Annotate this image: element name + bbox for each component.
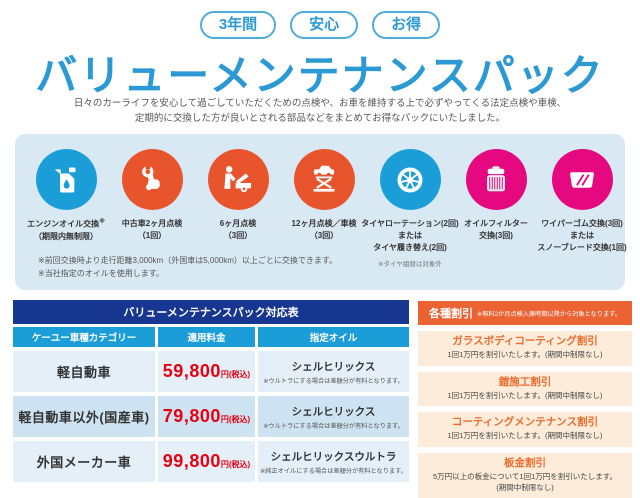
category-cell: 軽自動車以外(国産車): [18, 410, 150, 425]
oil-note: ※ウルトラにする場合は差額分が有料となります。: [263, 377, 404, 385]
service-label-line: または: [570, 231, 594, 240]
oil-filter-icon: [465, 149, 527, 210]
page-subtitle: 日々のカーライフを安心して過ごしていただくための点検や、お車を維持する上で必ずや…: [0, 96, 640, 126]
price-cell: 59,800円(税込): [162, 361, 251, 381]
service-label-line: オイルフィルター: [464, 219, 528, 228]
discount-item-coating-maintenance: コーティングメンテナンス割引 1回1万円を割引いたします。(期間中制限なし): [418, 412, 632, 447]
subtitle-line2: 定期的に交換した方が良いとされる部品などをまとめてお得なパックにいたしました。: [134, 113, 506, 125]
page-title: バリューメンテナンスパック: [35, 52, 605, 99]
service-label-line: タイヤローテーション(2回): [361, 219, 459, 228]
footnote-oil-brand: ※当社指定のオイルを使用します。: [38, 269, 164, 279]
service-tire-rotation: タイヤローテーション(2回) または タイヤ履き替え(2回) ※タイヤ組替は対象…: [361, 149, 459, 268]
service-engine-oil: エンジンオイル交換※ （期限内無制限）: [23, 149, 109, 268]
price-cell: 79,800円(税込): [162, 406, 251, 426]
discounts-header-note: ※無料2か月点検入庫時期以降から対象となります。: [477, 310, 621, 318]
footnote-oil-distance: ※前回交換時より走行距離3,000km（外国車は5,000km）以上ごとに交換で…: [38, 256, 338, 266]
service-label-line: タイヤ履き替え(2回): [373, 243, 447, 252]
services-row: エンジンオイル交換※ （期限内無制限） 中古車2ヶ月点検 （1回）: [15, 134, 627, 268]
oil-can-icon: [35, 149, 97, 210]
price-cell: 99,800円(税込): [162, 451, 251, 471]
service-label-line: 6ヶ月点検: [219, 219, 257, 228]
tire-note: ※タイヤ組替は対象外: [378, 261, 442, 268]
service-label-line: 12ヶ月点検／車検: [291, 219, 357, 228]
oil-name: シェルヒリックス: [291, 405, 376, 418]
service-wiper: ワイパーゴム交換(3回) または スノーブレード交換(1回): [537, 149, 627, 268]
service-oil-filter: オイルフィルター 交換(3回): [453, 149, 539, 268]
column-header-oil: 指定オイル: [258, 327, 409, 347]
category-cell: 軽自動車: [56, 365, 111, 380]
discounts-header: 各種割引 ※無料2か月点検入庫時期以降から対象となります。: [418, 301, 632, 325]
discounts-panel: 各種割引 ※無料2か月点検入庫時期以降から対象となります。 ガラスボディコーティ…: [418, 301, 632, 498]
wiper-blade-icon: [551, 149, 613, 210]
oil-name: シェルヒリックス: [291, 360, 376, 373]
service-label-line: （3回）: [309, 231, 339, 240]
service-label-line: 中古車2ヶ月点検: [121, 219, 183, 228]
service-label-line: （3回）: [223, 231, 253, 240]
discount-item-glass-coating: ガラスボディコーティング割引 1回1万円を割引いたします。(期間中制限なし): [418, 331, 632, 366]
badge-3years: 3年間: [199, 11, 277, 39]
service-6month-inspection: 6ヶ月点検 （3回）: [195, 149, 281, 268]
band-footnotes: ※前回交換時より走行距離3,000km（外国車は5,000km）以上ごとに交換で…: [38, 255, 337, 281]
oil-note: ※純正オイルにする場合は差額分が有料となります。: [260, 467, 407, 475]
oil-name: シェルヒリックスウルトラ: [270, 450, 397, 463]
wrench-hand-icon: [121, 149, 183, 210]
table-row: 軽自動車 59,800円(税込) シェルヒリックス ※ウルトラにする場合は差額分…: [13, 351, 409, 392]
column-header-category: ケーユー車種カテゴリー: [13, 327, 155, 347]
price-table: バリューメンテナンスパック対応表 ケーユー車種カテゴリー 適用料金 指定オイル …: [13, 300, 409, 482]
discounts-header-title: 各種割引: [429, 308, 474, 320]
table-row: 外国メーカー車 99,800円(税込) シェルヒリックスウルトラ ※純正オイルに…: [13, 441, 409, 482]
service-2month-inspection: 中古車2ヶ月点検 （1回）: [109, 149, 195, 268]
services-band: エンジンオイル交換※ （期限内無制限） 中古車2ヶ月点検 （1回）: [15, 134, 627, 290]
service-label-line: ワイパーゴム交換(3回): [541, 219, 623, 228]
car-lift-icon: [293, 149, 355, 210]
subtitle-line1: 日々のカーライフを安心して過ごしていただくための点検や、お車を維持する上で必ずや…: [73, 98, 567, 109]
service-label-line: （期限内無制限）: [34, 231, 98, 241]
service-label-line: または: [398, 231, 422, 240]
badge-anshin: 安心: [290, 11, 359, 39]
tire-wheel-icon: [379, 149, 441, 210]
table-header-row: ケーユー車種カテゴリー 適用料金 指定オイル: [13, 327, 409, 347]
discount-item-bankin: 板金割引 5万円以上の板金について1回1万円を割引いたします。 (期間中制限なし): [418, 452, 632, 498]
mechanic-inspection-icon: [207, 149, 269, 210]
table-row: 軽自動車以外(国産車) 79,800円(税込) シェルヒリックス ※ウルトラにす…: [13, 396, 409, 437]
discount-item-yoroi: 鎧施工割引 1回1万円を割引いたします。(期間中制限なし): [418, 371, 632, 407]
category-cell: 外国メーカー車: [36, 455, 132, 470]
oil-note: ※ウルトラにする場合は差額分が有料となります。: [263, 422, 404, 430]
service-12month-inspection: 12ヶ月点検／車検 （3回）: [281, 149, 367, 268]
top-badges: 3年間 安心 お得: [0, 11, 640, 39]
badge-otoku: お得: [372, 11, 441, 39]
service-label-line: 交換(3回): [479, 231, 513, 240]
table-title: バリューメンテナンスパック対応表: [13, 300, 409, 324]
service-label-line: スノーブレード交換(1回): [537, 243, 627, 252]
column-header-price: 適用料金: [158, 327, 255, 347]
service-label-line: （1回）: [137, 231, 167, 240]
service-label-line: エンジンオイル交換: [27, 219, 100, 229]
